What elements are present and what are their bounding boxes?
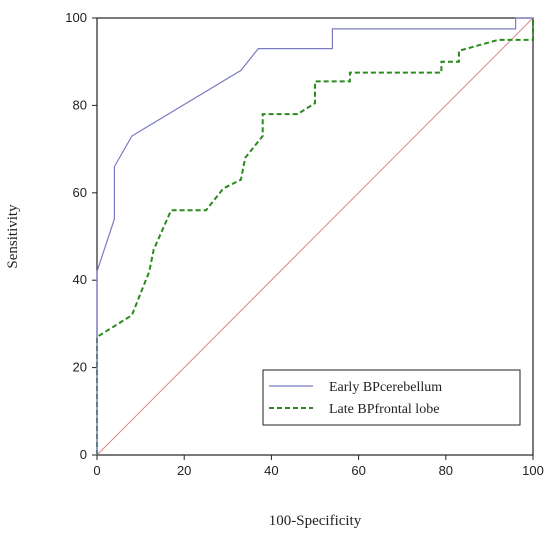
y-tick-label: 100	[65, 10, 87, 25]
y-tick-label: 20	[73, 360, 87, 375]
y-tick-label: 60	[73, 185, 87, 200]
x-tick-label: 100	[522, 463, 544, 478]
x-tick-label: 60	[351, 463, 365, 478]
y-axis-title: Sensitivity	[5, 204, 21, 269]
legend-box	[262, 369, 521, 426]
x-tick-label: 40	[264, 463, 278, 478]
legend-label-late: Late BPfrontal lobe	[329, 402, 439, 417]
series-lines	[96, 17, 534, 456]
x-tick-label: 80	[439, 463, 453, 478]
series-line-late	[96, 18, 534, 455]
x-axis-title: 100-Specificity	[269, 513, 362, 529]
plot-area	[96, 17, 534, 456]
y-tick-label: 40	[73, 272, 87, 287]
x-tick-label: 20	[177, 463, 191, 478]
y-tick-label: 0	[80, 447, 87, 462]
plot-frame	[96, 17, 534, 456]
x-tick-label: 0	[93, 463, 100, 478]
y-tick-label: 80	[73, 97, 87, 112]
axis-ticks: 0 20 40 60 80 100 0 20 40 60 80 100	[65, 10, 544, 478]
legend-label-early: Early BPcerebellum	[329, 380, 442, 395]
reference-diagonal-line	[96, 17, 534, 456]
legend: Early BPcerebellum Late BPfrontal lobe	[262, 369, 521, 426]
series-line-early	[96, 17, 533, 455]
